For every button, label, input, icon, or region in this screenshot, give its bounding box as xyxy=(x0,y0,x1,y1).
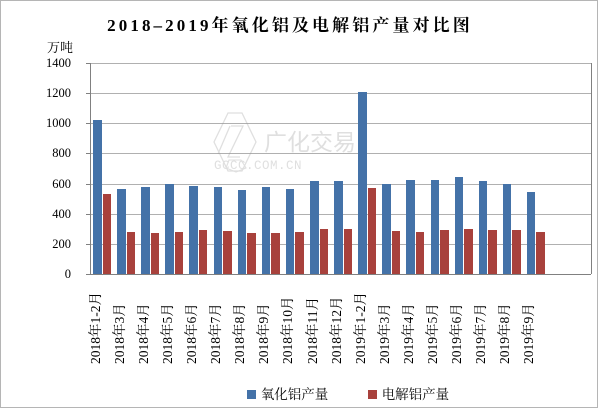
svg-text:GCCC.COM.CN: GCCC.COM.CN xyxy=(214,159,302,173)
svg-text:广化交易: 广化交易 xyxy=(264,129,356,155)
